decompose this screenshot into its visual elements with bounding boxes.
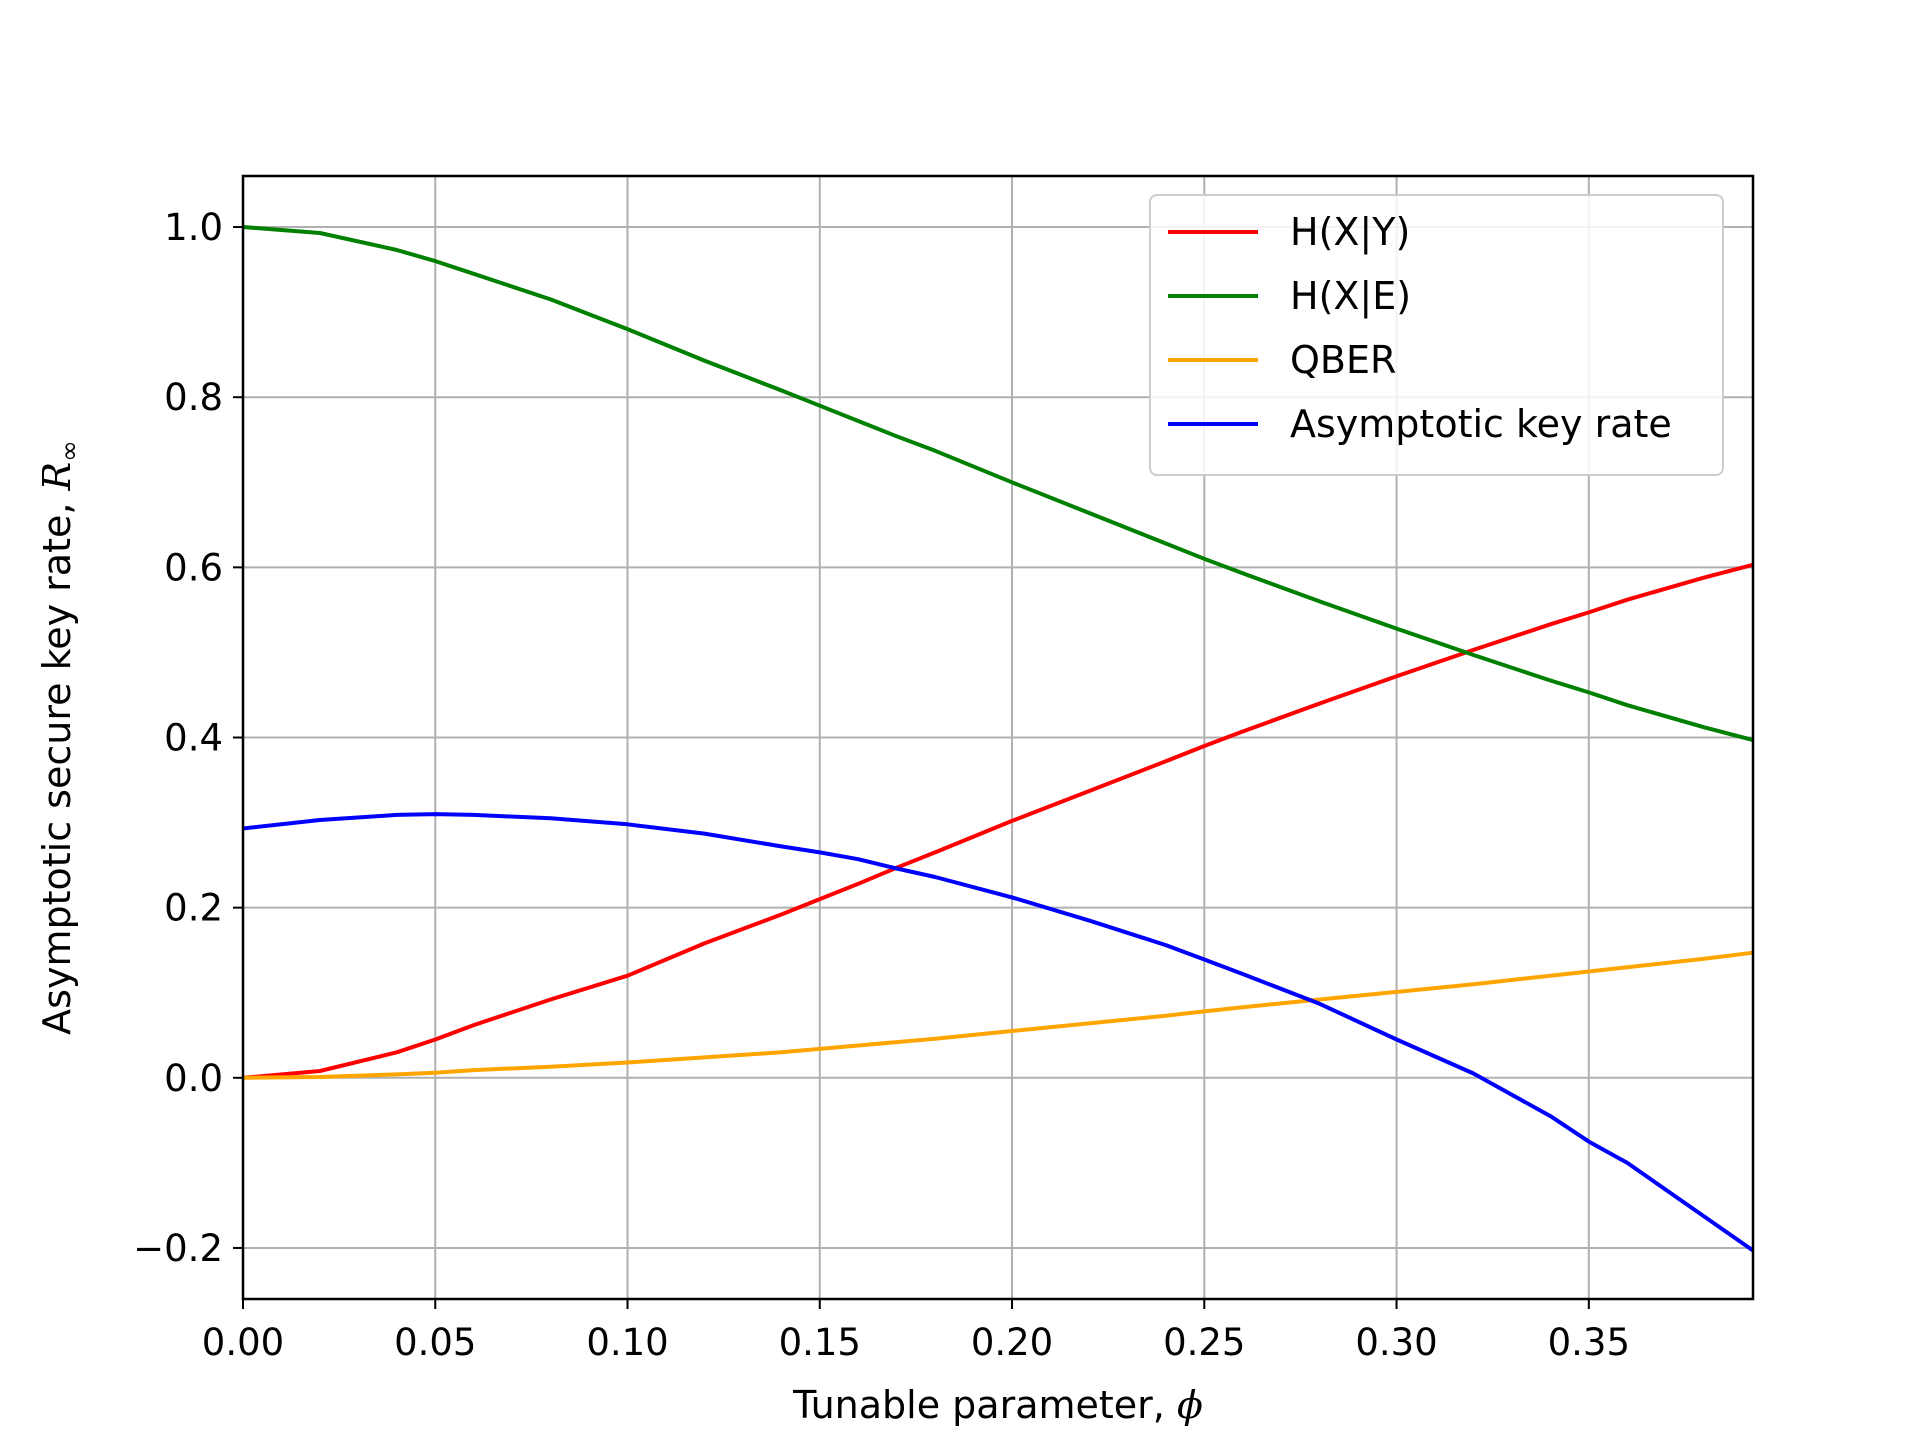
x-tick-label: 0.25 (1163, 1321, 1245, 1364)
legend-label: H(X|E) (1290, 274, 1411, 319)
y-tick-label: 0.4 (164, 717, 223, 760)
y-tick-label: −0.2 (133, 1227, 223, 1270)
y-tick-label: 0.2 (164, 887, 223, 930)
x-tick-label: 0.00 (202, 1321, 284, 1364)
x-tick-label: 0.05 (394, 1321, 476, 1364)
legend-label: Asymptotic key rate (1290, 402, 1672, 446)
x-tick-label: 0.15 (779, 1321, 861, 1364)
x-tick-label: 0.10 (586, 1321, 668, 1364)
legend-label: QBER (1290, 338, 1396, 382)
y-axis-label-text: Asymptotic secure key rate, (35, 490, 79, 1034)
y-axis-label-subscript: ∞ (55, 440, 85, 462)
y-axis-label: Asymptotic secure key rate, R∞ (35, 440, 85, 1035)
y-tick-label: 0.6 (164, 546, 223, 589)
legend: H(X|Y) H(X|E) QBER Asymptotic key rate (1150, 195, 1723, 475)
y-tick-label: 0.8 (164, 376, 223, 419)
y-tick-label: 1.0 (164, 206, 223, 249)
x-axis-label-text: Tunable parameter, (792, 1383, 1177, 1427)
y-axis-label-symbol: R (35, 462, 79, 492)
y-tick-label: 0.0 (164, 1057, 223, 1100)
legend-label: H(X|Y) (1290, 210, 1410, 255)
x-tick-label: 0.35 (1548, 1321, 1630, 1364)
x-axis-label-symbol: ϕ (1177, 1383, 1203, 1427)
x-axis-label: Tunable parameter, ϕ (792, 1383, 1203, 1427)
x-tick-label: 0.20 (971, 1321, 1053, 1364)
x-tick-label: 0.30 (1355, 1321, 1437, 1364)
